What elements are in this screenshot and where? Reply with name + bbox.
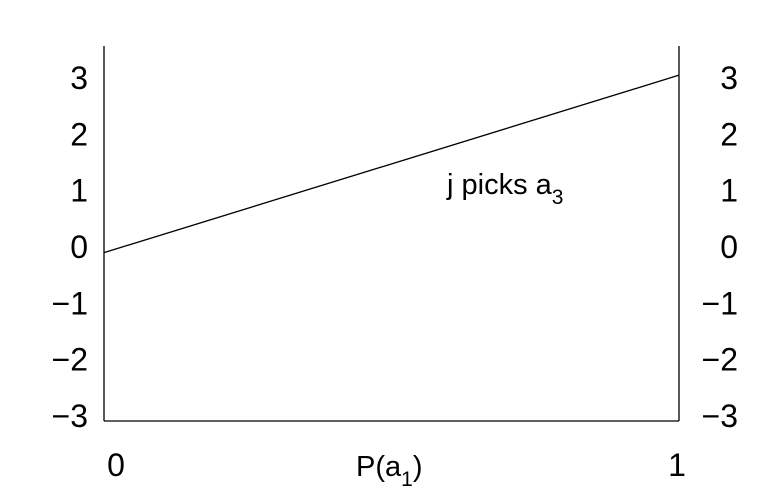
y-tick-label-right: 2 (720, 116, 738, 152)
y-tick-label-right: 0 (720, 229, 738, 265)
y-tick-label-right: 3 (720, 60, 738, 96)
annotation-text: j picks a (446, 169, 553, 201)
y-tick-label-left: −3 (52, 398, 88, 434)
annotation-subscript: 3 (552, 186, 564, 209)
x-axis-label: P(a1) (356, 451, 423, 491)
y-tick-label-left: 3 (70, 60, 88, 96)
y-tick-label-left: −1 (52, 285, 88, 321)
y-tick-label-right: −3 (702, 398, 738, 434)
left-tick-labels: 3 2 1 0 −1 −2 −3 (52, 60, 88, 434)
series-line-0 (103, 74, 680, 254)
y-tick-label-right: 1 (720, 173, 738, 209)
x-axis-label-subscript: 1 (401, 468, 413, 491)
y-tick-label-right: −2 (702, 342, 738, 378)
x-tick-label: 0 (107, 447, 125, 483)
y-tick-label-right: −1 (702, 285, 738, 321)
x-axis-label-main: P(a (356, 451, 402, 483)
y-tick-label-left: 2 (70, 116, 88, 152)
y-tick-label-left: 0 (70, 229, 88, 265)
series-layer (103, 74, 680, 254)
y-tick-label-left: 1 (70, 173, 88, 209)
right-tick-labels: 3 2 1 0 −1 −2 −3 (702, 60, 738, 434)
y-tick-label-left: −2 (52, 342, 88, 378)
x-axis-label-close: ) (413, 451, 423, 483)
line-annotation: j picks a3 (446, 169, 563, 209)
x-tick-label: 1 (668, 447, 686, 483)
